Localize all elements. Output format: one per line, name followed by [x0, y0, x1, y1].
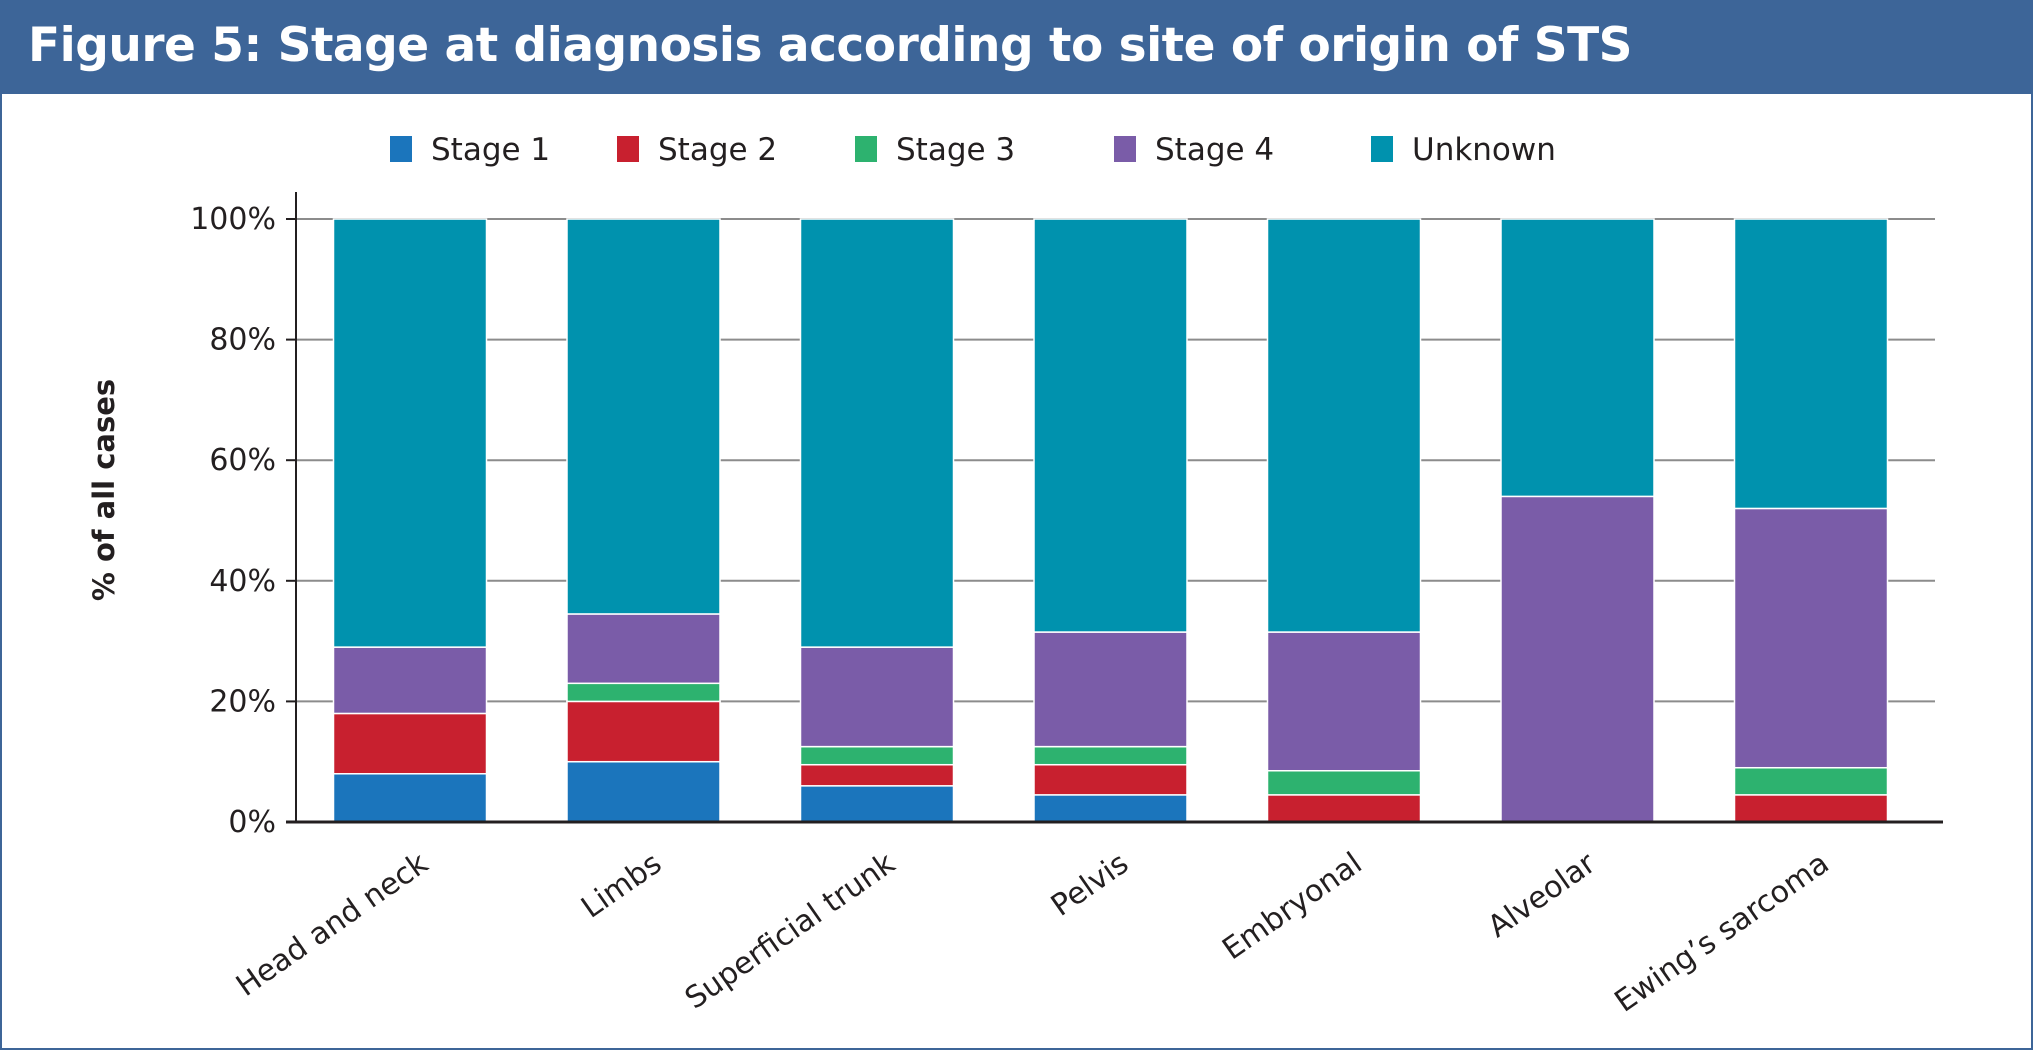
bar-segment-stage-2[interactable]: [1266, 794, 1422, 823]
legend-item-stage-3[interactable]: Stage 3: [855, 132, 1015, 168]
axes: [286, 192, 1943, 824]
bar-segment-stage-1[interactable]: [799, 785, 955, 823]
legend-item-stage-1[interactable]: Stage 1: [390, 132, 550, 168]
legend-swatch: [1114, 136, 1136, 162]
bar-segment-unknown[interactable]: [566, 218, 721, 615]
bar-segment-stage-3[interactable]: [566, 682, 721, 703]
bar-segment-stage-2[interactable]: [332, 712, 488, 775]
legend-label: Stage 1: [431, 132, 550, 168]
bar-segment-stage-3[interactable]: [799, 745, 955, 766]
x-category-label: Ewing’s sarcoma: [1608, 846, 1835, 1020]
bar-segment-unknown[interactable]: [799, 218, 955, 648]
y-tick-label: 100%: [190, 202, 276, 237]
bar-segment-unknown[interactable]: [1266, 218, 1422, 633]
legend-item-stage-4[interactable]: Stage 4: [1114, 132, 1274, 168]
bar-segment-stage-3[interactable]: [1033, 745, 1188, 766]
x-category-label: Pelvis: [1045, 846, 1135, 924]
y-tick-label: 20%: [209, 684, 276, 719]
legend-swatch: [617, 136, 639, 162]
bar-segment-stage-4[interactable]: [1033, 631, 1188, 748]
y-tick-label: 60%: [209, 443, 276, 478]
bar-segment-stage-2[interactable]: [799, 763, 955, 787]
y-tick-label: 0%: [228, 805, 276, 840]
legend-label: Stage 3: [896, 132, 1015, 168]
chart-title: Figure 5: Stage at diagnosis according t…: [28, 18, 1633, 73]
bar-segment-stage-2[interactable]: [1033, 763, 1188, 796]
bars: [332, 218, 1889, 823]
bar-segment-unknown[interactable]: [332, 218, 488, 648]
x-category-labels: Head and neck Limbs Superficial trunk Pelvi…: [230, 846, 1836, 1020]
bar-segment-unknown[interactable]: [1033, 218, 1188, 633]
legend-label: Stage 4: [1155, 132, 1274, 168]
y-tick-label: 80%: [209, 323, 276, 358]
bar-segment-stage-2[interactable]: [1733, 794, 1889, 823]
x-category-label: Embryonal: [1216, 846, 1368, 967]
legend-item-stage-2[interactable]: Stage 2: [617, 132, 777, 168]
y-tick-labels: 0% 20% 40% 60% 80% 100%: [190, 202, 276, 840]
legend-swatch: [855, 136, 877, 162]
title-bar: Figure 5: Stage at diagnosis according t…: [2, 2, 2031, 94]
y-axis-label: % of all cases: [87, 379, 121, 601]
x-category-label: Limbs: [575, 846, 668, 926]
bar-segment-stage-1[interactable]: [566, 760, 721, 823]
bar-segment-unknown[interactable]: [1733, 218, 1889, 510]
bar-segment-stage-1[interactable]: [1033, 794, 1188, 823]
legend-swatch: [1371, 136, 1393, 162]
bar-segment-stage-4[interactable]: [566, 613, 721, 685]
legend-label: Unknown: [1412, 132, 1556, 168]
bar-segment-stage-3[interactable]: [1733, 766, 1889, 796]
legend[interactable]: Stage 1 Stage 2 Stage 3 Stage 4 Unknown: [390, 132, 1556, 168]
x-category-label: Superficial trunk: [679, 846, 902, 1017]
bar-segment-stage-1[interactable]: [332, 773, 488, 823]
bar-segment-stage-4[interactable]: [1733, 507, 1889, 769]
bar-segment-stage-4[interactable]: [332, 646, 488, 715]
bar-segment-stage-4[interactable]: [799, 646, 955, 748]
bar-segment-stage-4[interactable]: [1500, 495, 1655, 823]
legend-swatch: [390, 136, 412, 162]
x-category-label: Head and neck: [230, 846, 435, 1004]
legend-item-unknown[interactable]: Unknown: [1371, 132, 1556, 168]
y-tick-label: 40%: [209, 564, 276, 599]
legend-label: Stage 2: [658, 132, 777, 168]
bar-segment-stage-3[interactable]: [1266, 769, 1422, 796]
bar-segment-stage-4[interactable]: [1266, 631, 1422, 772]
bar-segment-unknown[interactable]: [1500, 218, 1655, 498]
x-category-label: Alveolar: [1482, 846, 1603, 945]
bar-segment-stage-2[interactable]: [566, 700, 721, 763]
